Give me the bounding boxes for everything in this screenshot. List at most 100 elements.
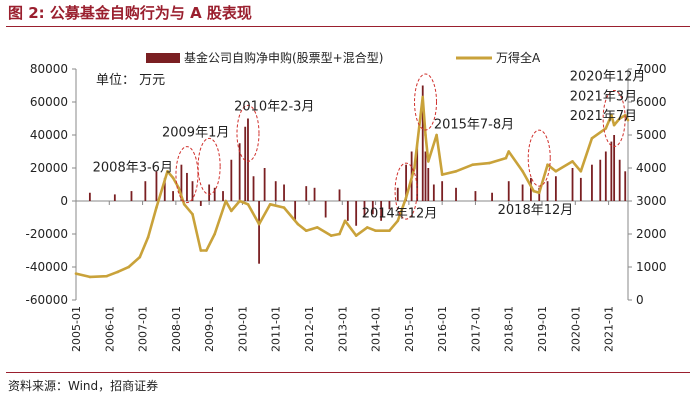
bar: [263, 168, 266, 201]
line-point: [396, 219, 400, 223]
y-left-tick-label: 40000: [30, 128, 68, 142]
y-right-tick-label: 0: [636, 293, 644, 307]
line-point: [454, 170, 458, 173]
bar: [191, 181, 194, 201]
annotation-label: 2021年3月: [570, 89, 637, 104]
bar: [238, 143, 241, 201]
line-point: [604, 127, 608, 130]
line-point: [610, 113, 613, 117]
bar: [283, 184, 285, 201]
bar: [274, 181, 277, 201]
bar: [244, 126, 247, 201]
line-point: [205, 249, 208, 252]
annotation-label: 2009年1月: [162, 126, 229, 141]
bar: [346, 201, 349, 221]
line-point: [365, 226, 369, 229]
bar: [186, 172, 188, 201]
y-right-tick-label: 5000: [636, 128, 667, 142]
x-tick-label: 2017-01: [469, 306, 482, 352]
bar: [258, 201, 260, 264]
bar: [380, 201, 383, 221]
annotation-ellipse: [175, 146, 199, 204]
line-point: [338, 232, 341, 236]
y-left-tick-label: -40000: [25, 260, 68, 274]
annotation-label: 2010年2-3月: [234, 99, 314, 114]
x-tick-label: 2009-01: [203, 306, 216, 352]
line-point: [296, 222, 300, 226]
bar: [421, 85, 424, 201]
annotation-ellipse: [414, 73, 438, 131]
x-tick-label: 2019-01: [536, 306, 549, 352]
bar: [613, 135, 616, 201]
y-left-tick-label: 0: [60, 194, 68, 208]
bar: [521, 184, 524, 201]
bar: [163, 177, 166, 201]
legend-bar-swatch: [146, 53, 180, 63]
bar: [579, 177, 582, 201]
line-point: [213, 232, 216, 236]
line-point: [590, 137, 594, 140]
line-point: [304, 229, 308, 232]
bar: [363, 201, 366, 218]
bar: [208, 184, 211, 201]
line-point: [579, 170, 583, 173]
bar: [324, 201, 327, 218]
bar: [538, 187, 541, 201]
line-point: [177, 186, 180, 190]
bar: [455, 187, 457, 201]
legend: 基金公司自购净申购(股票型+混合型) 万得全A: [146, 50, 541, 65]
line-point: [329, 234, 333, 237]
bar: [313, 187, 316, 201]
bar: [604, 151, 607, 201]
x-tick-label: 2012-01: [303, 306, 316, 352]
line-point: [521, 170, 524, 173]
annotation-label: 2021年7月: [570, 109, 637, 124]
line-point: [230, 209, 233, 213]
bar: [491, 192, 493, 201]
line-point: [612, 123, 616, 127]
line-point: [257, 222, 261, 226]
line-point: [105, 274, 108, 278]
line-point: [504, 156, 508, 160]
line-point: [426, 160, 430, 163]
line-point: [191, 212, 194, 216]
line-point: [138, 255, 142, 259]
bar: [355, 201, 358, 226]
annotation-label: 2008年3-6月: [93, 160, 173, 175]
line-point: [146, 236, 150, 239]
bar: [388, 201, 391, 210]
axes: -60000 -40000 -20000 0 20000 40000 60000 80000 0…: [25, 62, 666, 352]
line-point: [182, 203, 186, 206]
annotations: 2008年3-6月 2009年1月 2010年2-3月 2014年12月 2015年7-…: [93, 70, 646, 222]
bar: [252, 176, 255, 201]
x-tick-label: 2007-01: [137, 306, 150, 352]
bar: [371, 201, 374, 215]
line-point: [268, 203, 272, 206]
bar: [507, 181, 510, 201]
bar: [554, 176, 557, 201]
x-tick-label: 2015-01: [403, 306, 416, 352]
line-point: [343, 219, 347, 223]
bar: [396, 187, 399, 201]
annotation-label: 2015年7-8月: [434, 117, 514, 132]
x-tick-label: 2008-01: [170, 306, 183, 352]
bar: [416, 143, 419, 201]
y-left-tick-label: -60000: [25, 293, 68, 307]
y-left-tick-label: 80000: [30, 62, 68, 76]
title-rule: [6, 26, 690, 27]
line-point: [238, 199, 241, 203]
line-point: [626, 118, 630, 122]
bar: [130, 191, 133, 201]
y-left-tick-label: 20000: [30, 161, 68, 175]
bar: [247, 118, 249, 201]
bar: [405, 164, 407, 201]
annotation-ellipse: [602, 90, 626, 147]
line-point: [166, 170, 169, 173]
y-right-tick-label: 4000: [636, 161, 667, 175]
annotation-label: 2018年12月: [498, 203, 574, 218]
bar: [599, 159, 602, 201]
line-point: [440, 173, 444, 176]
y-left-tick-label: -20000: [25, 227, 68, 241]
y-left-tick-label: 60000: [30, 95, 68, 109]
y-right-tick-label: 7000: [636, 62, 667, 76]
